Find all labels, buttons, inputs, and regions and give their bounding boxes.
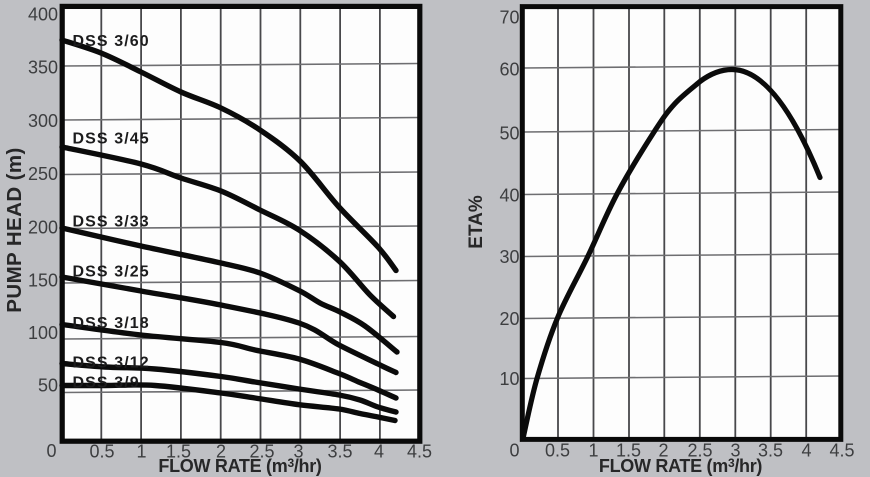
svg-text:0.5: 0.5 [89,442,114,462]
svg-text:40: 40 [499,186,519,206]
svg-text:FLOW RATE (m3/hr): FLOW RATE (m3/hr) [158,456,322,476]
svg-text:DSS 3/45: DSS 3/45 [73,131,150,148]
svg-text:1: 1 [588,441,598,461]
svg-text:3.5: 3.5 [758,441,783,461]
svg-text:2: 2 [658,441,668,461]
svg-text:60: 60 [499,60,519,80]
svg-text:PUMP HEAD (m): PUMP HEAD (m) [3,147,26,312]
svg-text:DSS 3/60: DSS 3/60 [73,33,150,50]
svg-text:DSS 3/25: DSS 3/25 [73,263,150,280]
svg-text:3: 3 [730,441,740,461]
svg-text:50: 50 [38,376,58,396]
svg-text:DSS 3/9: DSS 3/9 [73,375,140,392]
svg-text:100: 100 [28,323,58,343]
svg-text:4: 4 [374,442,384,462]
svg-text:250: 250 [28,164,58,184]
svg-text:400: 400 [28,5,58,25]
svg-text:DSS 3/33: DSS 3/33 [73,214,150,231]
svg-text:1: 1 [136,442,146,462]
svg-text:1.5: 1.5 [616,441,641,461]
svg-text:2.5: 2.5 [249,442,274,462]
svg-text:DSS 3/12: DSS 3/12 [73,354,150,371]
svg-text:150: 150 [28,271,58,291]
svg-text:0.5: 0.5 [545,441,570,461]
svg-text:0: 0 [509,441,519,461]
svg-text:10: 10 [499,369,519,389]
svg-text:3.5: 3.5 [327,442,352,462]
svg-text:ETA%: ETA% [466,195,487,249]
svg-text:4.5: 4.5 [829,441,854,461]
svg-text:3: 3 [293,442,303,462]
svg-text:70: 70 [499,8,519,28]
svg-text:20: 20 [499,309,519,329]
svg-text:2.5: 2.5 [687,441,712,461]
svg-text:30: 30 [499,247,519,267]
svg-text:50: 50 [499,124,519,144]
svg-text:1.5: 1.5 [166,442,191,462]
svg-text:300: 300 [28,111,58,131]
svg-text:DSS 3/18: DSS 3/18 [73,315,150,332]
svg-text:350: 350 [28,58,58,78]
svg-text:200: 200 [28,218,58,238]
svg-text:4: 4 [801,441,811,461]
svg-text:4.5: 4.5 [407,442,432,462]
svg-text:0: 0 [46,441,56,461]
svg-text:2: 2 [216,442,226,462]
svg-text:FLOW RATE (m3/hr): FLOW RATE (m3/hr) [599,456,763,476]
